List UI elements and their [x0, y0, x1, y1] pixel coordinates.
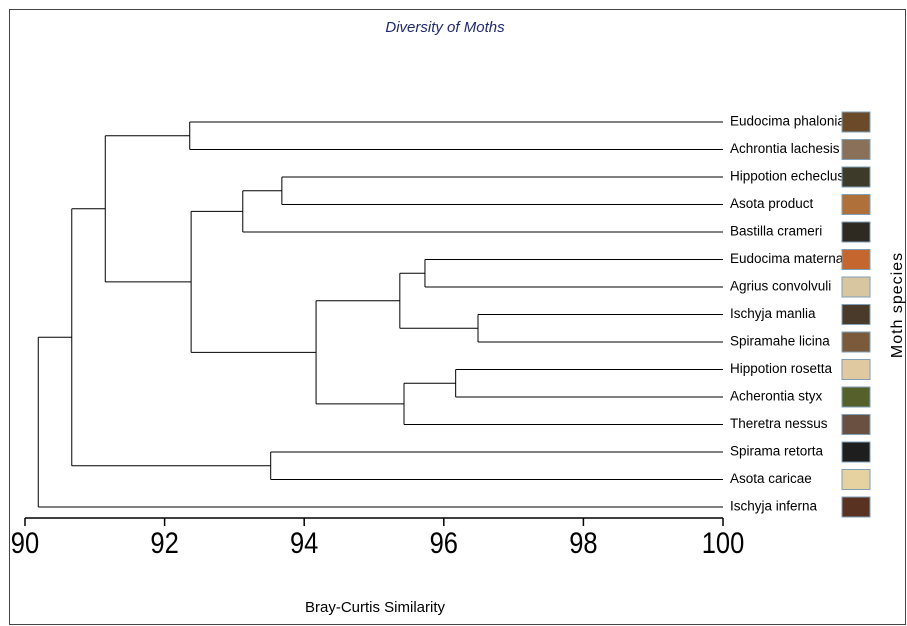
leaf-label: Eudocima materna: [730, 251, 844, 266]
leaf-label: Acherontia styx: [730, 389, 823, 404]
leaf-label: Ischyja inferna: [730, 499, 818, 514]
moth-image: [841, 359, 871, 380]
chart-title: Diversity of Moths: [385, 19, 505, 36]
x-tick-label: 94: [290, 526, 318, 559]
leaf-label: Asota caricae: [730, 471, 812, 486]
x-tick-label: 98: [569, 526, 597, 559]
frame: [9, 9, 906, 625]
leaf-label: Hippotion echeclus: [730, 169, 844, 184]
moth-image: [841, 249, 871, 270]
x-tick-label: 96: [430, 526, 458, 559]
leaf-label: Achrontia lachesis: [730, 141, 840, 156]
moth-image: [841, 469, 871, 490]
moth-image: [841, 221, 871, 243]
leaf-label: Eudocima phalonia: [730, 114, 845, 129]
x-tick-label: 100: [702, 526, 745, 559]
moth-image: [841, 194, 871, 215]
y-axis-label: Moth species: [889, 252, 906, 358]
leaf-label: Hippotion rosetta: [730, 361, 833, 376]
moth-image: [841, 166, 871, 188]
leaf-label: Asota product: [730, 196, 814, 211]
leaf-label: Agrius convolvuli: [730, 279, 831, 294]
leaf-label: Ischyja manlia: [730, 306, 816, 321]
leaf-label: Bastilla crameri: [730, 224, 822, 239]
moth-image: [841, 276, 871, 298]
leaf-label: Spirama retorta: [730, 444, 824, 459]
moth-image: [841, 441, 871, 463]
leaf-label: Theretra nessus: [730, 416, 828, 431]
moth-image: [841, 414, 871, 435]
moth-image: [841, 111, 871, 133]
x-tick-label: 90: [11, 526, 39, 559]
moth-image: [841, 496, 871, 518]
leaf-label: Spiramahe licina: [730, 334, 830, 349]
moth-image: [841, 139, 871, 160]
moth-image: [841, 386, 871, 408]
moth-image: [841, 304, 871, 325]
moth-image: [841, 331, 871, 353]
x-tick-label: 92: [150, 526, 178, 559]
x-axis-label: Bray-Curtis Similarity: [305, 599, 446, 616]
